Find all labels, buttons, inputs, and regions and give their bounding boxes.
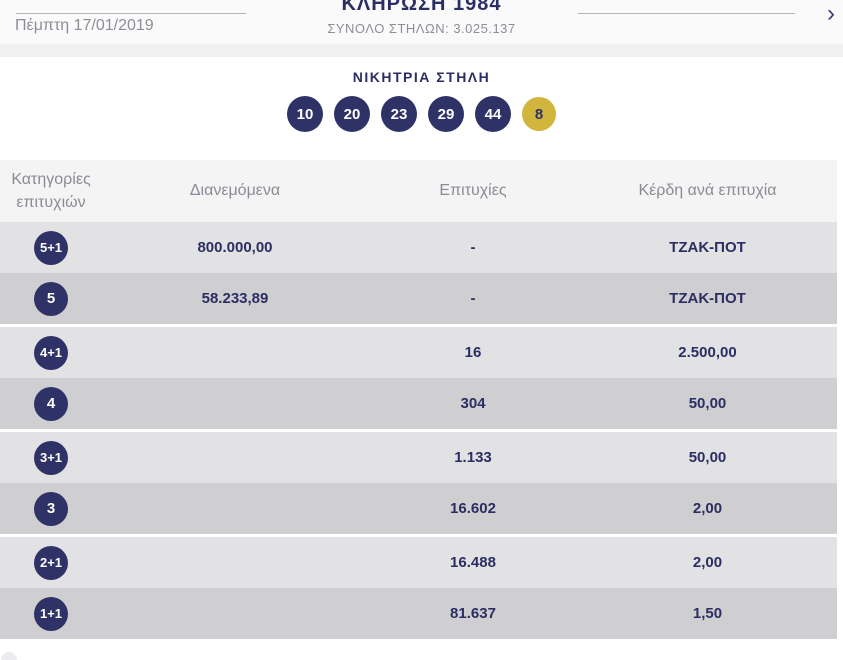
wins-value: 16.602 [450,500,496,517]
table-header-row: Κατηγορίες επιτυχιών Διανεμόμενα Επιτυχί… [0,160,837,222]
prize-value: 50,00 [688,395,727,412]
category-badge: 3 [34,491,68,526]
category-badge: 3+1 [34,440,68,475]
column-header-prize: Κέρδη ανά επιτυχία [638,182,777,200]
winning-number-ball: 44 [475,96,511,132]
winning-number-ball: 10 [287,96,323,132]
prize-value: 2,00 [692,500,723,517]
section-divider-band [0,44,843,57]
draw-header: ‹ › Πέμπτη 17/01/2019 ΚΛΗΡΩΣΗ 1984 ΣΥΝΟΛ… [0,0,843,44]
category-badge: 4+1 [34,335,68,370]
column-header-categories: Κατηγορίες επιτυχιών [11,170,91,211]
table-row: 3+1 1.133 50,00 [0,432,837,483]
column-header-distributed: Διανεμόμενα [189,182,281,200]
table-row: 5 58.233,89 - ΤΖΑΚ-ΠΟΤ [0,273,837,324]
prize-value: 2.500,00 [678,344,737,361]
header-divider-right [578,13,795,14]
draw-title: ΚΛΗΡΩΣΗ 1984 [341,0,502,15]
table-row: 4 304 50,00 [0,378,837,429]
prize-categories-table: Κατηγορίες επιτυχιών Διανεμόμενα Επιτυχί… [0,160,837,639]
prize-value: 2,00 [692,554,723,571]
prize-value: 50,00 [688,449,727,466]
table-row: 2+1 16.488 2,00 [0,537,837,588]
wins-value: - [470,239,476,256]
column-header-wins: Επιτυχίες [439,182,507,200]
total-columns-label: ΣΥΝΟΛΟ ΣΤΗΛΩΝ: 3.025.137 [327,21,516,36]
draw-date: Πέμπτη 17/01/2019 [15,17,154,34]
wins-value: 16 [464,344,482,361]
category-badge: 5 [34,281,68,316]
winning-number-ball: 23 [381,96,417,132]
category-badge: 4 [34,386,68,421]
winning-number-ball: 20 [334,96,370,132]
category-badge: 2+1 [34,545,68,580]
prize-value: ΤΖΑΚ-ΠΟΤ [669,239,746,256]
distributed-value: 800.000,00 [197,239,273,256]
table-row: 5+1 800.000,00 - ΤΖΑΚ-ΠΟΤ [0,222,837,273]
winning-column-section: ΝΙΚΗΤΡΙΑ ΣΤΗΛΗ 10 20 23 29 44 8 [0,57,843,160]
prize-value: ΤΖΑΚ-ΠΟΤ [669,290,746,307]
wins-value: 16.488 [450,554,496,571]
prize-value: 1,50 [692,605,723,622]
category-badge: 5+1 [34,230,68,265]
category-badge: 1+1 [34,596,68,631]
winning-number-ball: 29 [428,96,464,132]
bonus-number-ball: 8 [522,97,556,131]
table-row: 1+1 81.637 1,50 [0,588,837,639]
header-divider-left [16,13,246,14]
distributed-value: 58.233,89 [201,290,269,307]
wins-value: - [470,290,476,307]
winning-column-title: ΝΙΚΗΤΡΙΑ ΣΤΗΛΗ [352,69,491,85]
wins-value: 304 [460,395,486,412]
winning-numbers: 10 20 23 29 44 8 [0,96,843,132]
wins-value: 81.637 [450,605,496,622]
chevron-right-icon[interactable]: › [827,0,835,27]
wins-value: 1.133 [454,449,492,466]
cutoff-element [1,652,17,660]
table-row: 4+1 16 2.500,00 [0,327,837,378]
table-row: 3 16.602 2,00 [0,483,837,534]
